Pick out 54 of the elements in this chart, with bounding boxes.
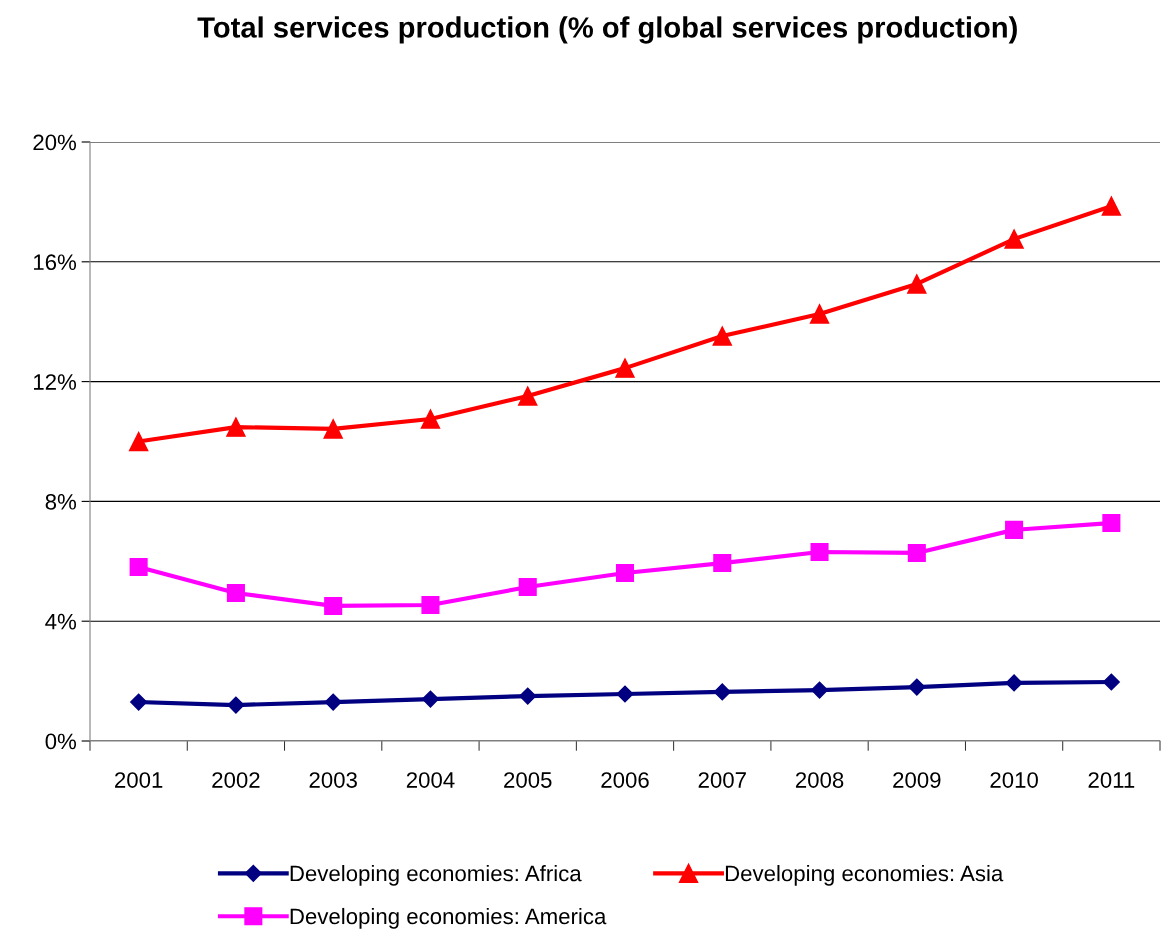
point: [323, 419, 343, 439]
x-tick-label: 2008: [795, 772, 844, 788]
point: [810, 542, 829, 562]
y-tick-label: 12%: [34, 374, 77, 390]
x-tick-label: 2010: [990, 772, 1038, 788]
x-tick-label: 2001: [115, 772, 163, 788]
point: [324, 693, 342, 711]
point: [1005, 674, 1023, 692]
y-tick-label: 0%: [45, 733, 77, 750]
point: [713, 683, 731, 701]
point: [1101, 196, 1122, 216]
x-tick-label: 2003: [309, 772, 357, 788]
point: [226, 584, 245, 603]
point: [810, 681, 829, 699]
point: [713, 554, 732, 573]
chart-title: Total services production (% of global services production): [197, 16, 1017, 44]
point: [907, 543, 926, 562]
y-tick-label: 16%: [34, 254, 77, 271]
point: [712, 326, 732, 346]
point: [615, 358, 635, 378]
x-tick-label: 2005: [504, 772, 552, 788]
point: [227, 696, 245, 714]
point: [421, 595, 440, 615]
point: [420, 409, 441, 429]
legend-label: Developing economies: America: [290, 907, 607, 929]
point: [518, 386, 538, 406]
legend-label: Developing economies: Africa: [290, 865, 582, 886]
point: [1102, 673, 1120, 691]
point: [226, 417, 246, 437]
point: [130, 693, 148, 711]
x-tick-label: 2011: [1088, 772, 1135, 788]
point: [907, 274, 927, 294]
point: [809, 304, 830, 324]
point: [615, 563, 635, 583]
y-tick-label: 4%: [45, 613, 77, 630]
point: [518, 578, 537, 597]
point: [519, 687, 537, 705]
point: [908, 678, 926, 696]
point: [129, 557, 148, 577]
point: [616, 685, 634, 703]
y-tick-label: 8%: [45, 493, 77, 510]
x-tick-label: 2007: [698, 772, 746, 788]
y-tick-label: 20%: [33, 134, 77, 151]
x-tick-label: 2004: [406, 772, 455, 788]
point: [324, 596, 343, 615]
x-tick-label: 2006: [601, 772, 649, 788]
x-tick-label: 2009: [893, 772, 941, 788]
x-tick-label: 2002: [212, 772, 260, 788]
point: [421, 690, 440, 708]
point: [1004, 229, 1024, 249]
point: [1005, 520, 1024, 539]
legend-label: Developing economies: Asia: [725, 865, 1004, 886]
point: [128, 431, 149, 452]
point: [1102, 513, 1121, 532]
